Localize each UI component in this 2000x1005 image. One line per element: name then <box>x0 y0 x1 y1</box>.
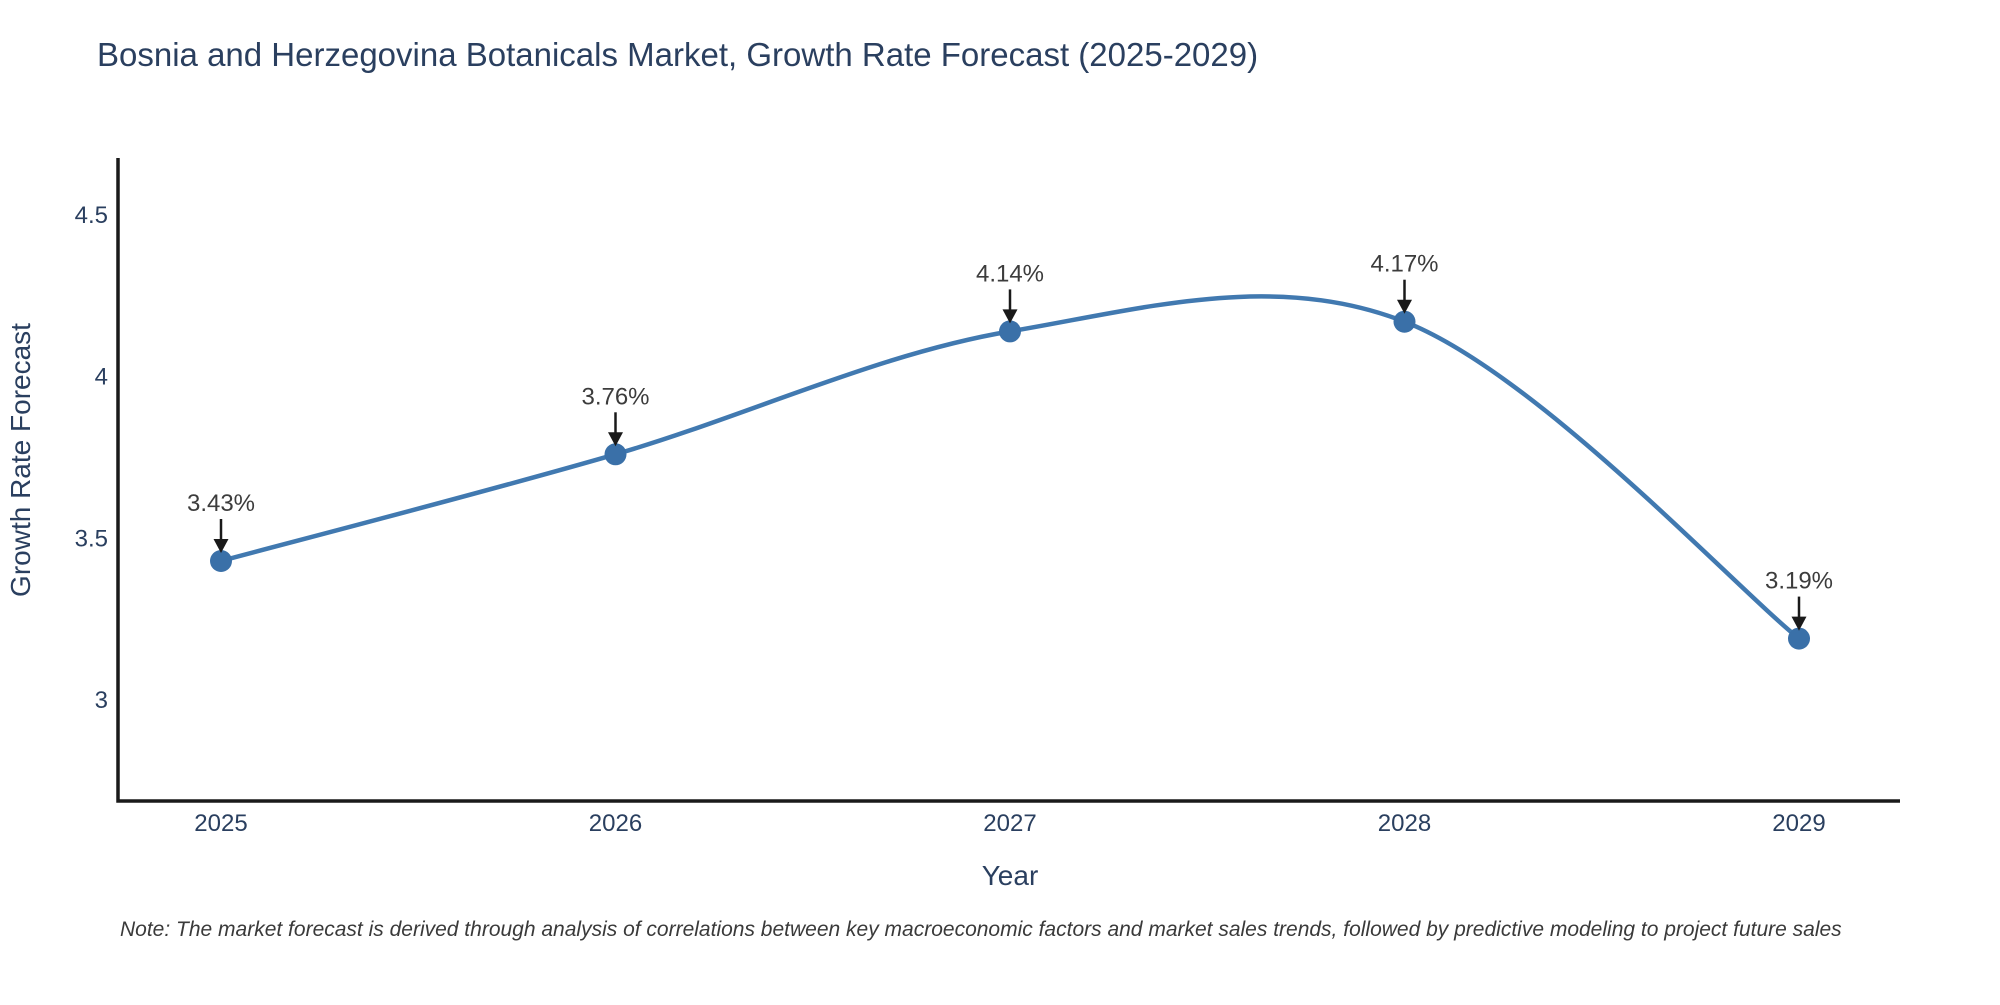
y-tick-label: 4.5 <box>75 202 108 229</box>
annotation-arrowhead-icon <box>213 539 229 553</box>
data-point-marker <box>999 320 1021 343</box>
series-line <box>220 294 1801 641</box>
data-point-label: 4.17% <box>1370 251 1438 278</box>
data-point-label: 3.19% <box>1765 568 1833 595</box>
x-tick-label: 2027 <box>983 810 1036 837</box>
annotation-arrowhead-icon <box>1791 616 1807 631</box>
chart-title: Bosnia and Herzegovina Botanicals Market… <box>97 36 1259 73</box>
axis-lines <box>116 158 1900 803</box>
chart-layers: 3 3.5 4 4.5 2025 2026 2027 2028 2029 3.43% 3.76% 4.… <box>75 158 1900 837</box>
y-axis-title: Growth Rate Forecast <box>5 323 36 597</box>
y-tick-label: 4 <box>95 364 108 391</box>
y-tick-label: 3.5 <box>75 525 108 552</box>
x-tick-label: 2025 <box>194 810 247 837</box>
data-point-marker <box>604 443 627 466</box>
x-tick-label: 2028 <box>1378 810 1431 837</box>
y-tick-label: 3 <box>95 687 108 714</box>
annotation-arrowhead-icon <box>1002 309 1018 324</box>
annotation-arrowhead-icon <box>1397 299 1412 314</box>
data-point-label: 3.76% <box>581 383 649 410</box>
x-axis-title: Year <box>982 860 1039 891</box>
annotation-arrowhead-icon <box>608 432 623 447</box>
data-point-marker <box>1393 310 1416 333</box>
data-point-label: 4.14% <box>976 260 1044 287</box>
footnote: Note: The market forecast is derived thr… <box>120 918 1842 941</box>
data-point-label: 3.43% <box>187 490 255 517</box>
data-point-marker <box>1788 627 1810 650</box>
x-tick-label: 2029 <box>1772 810 1825 837</box>
x-tick-label: 2026 <box>589 810 642 837</box>
data-point-marker <box>210 550 232 572</box>
